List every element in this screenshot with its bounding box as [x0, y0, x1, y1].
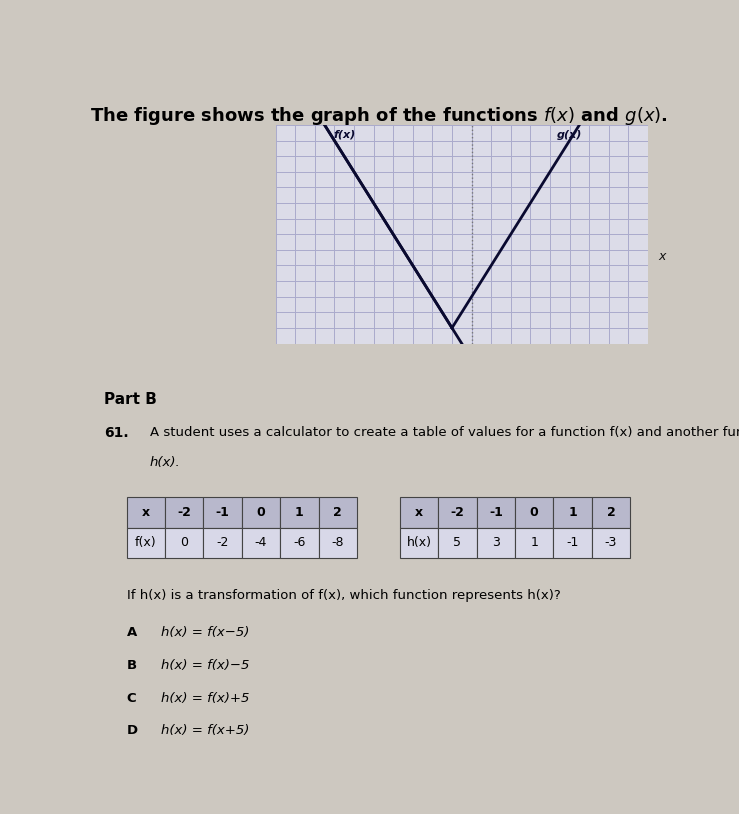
- Text: h(x) = f(x−5): h(x) = f(x−5): [161, 627, 250, 639]
- Bar: [515, 527, 554, 558]
- Bar: [554, 527, 592, 558]
- Text: h(x) = f(x)−5: h(x) = f(x)−5: [161, 659, 250, 672]
- Text: f(x): f(x): [135, 536, 157, 549]
- Text: -6: -6: [293, 536, 306, 549]
- Bar: [203, 527, 242, 558]
- Text: 1: 1: [295, 506, 304, 519]
- Bar: [477, 527, 515, 558]
- Text: C: C: [127, 692, 137, 705]
- Bar: [242, 497, 280, 527]
- Bar: [515, 497, 554, 527]
- Text: -2: -2: [451, 506, 464, 519]
- Text: -1: -1: [216, 506, 230, 519]
- Text: A: A: [127, 627, 137, 639]
- Text: -3: -3: [605, 536, 617, 549]
- Bar: [592, 497, 630, 527]
- Text: D: D: [127, 724, 138, 737]
- Text: -2: -2: [177, 506, 191, 519]
- Bar: [592, 527, 630, 558]
- Text: A student uses a calculator to create a table of values for a function f(x) and : A student uses a calculator to create a …: [149, 426, 739, 439]
- Text: 61.: 61.: [103, 426, 129, 440]
- Text: h(x).: h(x).: [149, 457, 180, 469]
- Text: Part B: Part B: [103, 392, 157, 407]
- Bar: [280, 497, 319, 527]
- Bar: [127, 527, 165, 558]
- Text: -1: -1: [489, 506, 503, 519]
- Text: -2: -2: [217, 536, 229, 549]
- Text: h(x) = f(x+5): h(x) = f(x+5): [161, 724, 250, 737]
- Text: -1: -1: [566, 536, 579, 549]
- Bar: [400, 497, 438, 527]
- Bar: [242, 527, 280, 558]
- Text: 5: 5: [454, 536, 461, 549]
- Text: x: x: [415, 506, 423, 519]
- Bar: [203, 497, 242, 527]
- Bar: [400, 527, 438, 558]
- Bar: [319, 497, 357, 527]
- Text: 2: 2: [333, 506, 342, 519]
- Bar: [554, 497, 592, 527]
- Text: h(x): h(x): [406, 536, 432, 549]
- Text: B: B: [127, 659, 137, 672]
- Text: 1: 1: [568, 506, 577, 519]
- Bar: [477, 497, 515, 527]
- Text: h(x) = f(x)+5: h(x) = f(x)+5: [161, 692, 250, 705]
- Bar: [165, 527, 203, 558]
- Text: 1: 1: [531, 536, 538, 549]
- Bar: [127, 497, 165, 527]
- Text: 3: 3: [492, 536, 500, 549]
- Bar: [438, 497, 477, 527]
- Bar: [438, 527, 477, 558]
- Text: 2: 2: [607, 506, 616, 519]
- Bar: [165, 497, 203, 527]
- Text: -4: -4: [255, 536, 268, 549]
- Bar: [319, 527, 357, 558]
- Text: If h(x) is a transformation of f(x), which function represents h(x)?: If h(x) is a transformation of f(x), whi…: [127, 589, 560, 602]
- Text: The figure shows the graph of the functions $f(x)$ and $g(x)$.: The figure shows the graph of the functi…: [90, 105, 667, 127]
- Text: 0: 0: [180, 536, 188, 549]
- Bar: [280, 527, 319, 558]
- Text: -8: -8: [332, 536, 344, 549]
- Text: 0: 0: [256, 506, 265, 519]
- Text: x: x: [142, 506, 150, 519]
- Text: 0: 0: [530, 506, 539, 519]
